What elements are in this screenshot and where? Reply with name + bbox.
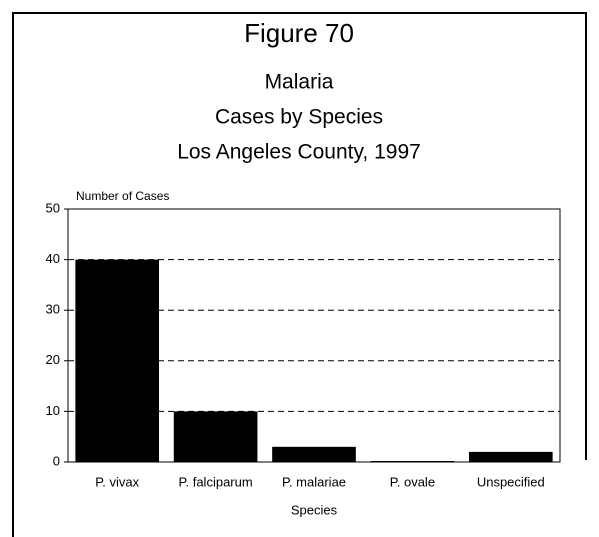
frame <box>12 12 587 537</box>
bar <box>468 451 553 462</box>
y-tick-label: 30 <box>46 302 60 317</box>
x-tick-label: P. ovale <box>390 474 435 489</box>
x-tick-label: P. falciparum <box>179 474 253 489</box>
y-tick-label: 50 <box>46 200 60 215</box>
y-axis-label: Number of Cases <box>76 189 169 203</box>
plot-border <box>67 208 561 463</box>
y-tick-label: 10 <box>46 403 60 418</box>
bar <box>75 259 160 462</box>
y-tick-label: 40 <box>46 251 60 266</box>
chart-title: Figure 70 <box>244 18 354 48</box>
bar <box>173 411 258 462</box>
chart-subtitle: Cases by Species <box>215 106 383 129</box>
y-tick-label: 0 <box>53 453 60 468</box>
x-tick-label: P. malariae <box>282 474 346 489</box>
x-tick-label: Unspecified <box>477 474 545 489</box>
y-tick-label: 20 <box>46 352 60 367</box>
bar <box>272 446 356 462</box>
x-tick-label: P. vivax <box>95 474 139 489</box>
chart-subtitle: Los Angeles County, 1997 <box>177 141 421 164</box>
chart-subtitle: Malaria <box>265 71 334 94</box>
x-axis-label: Species <box>291 502 338 517</box>
